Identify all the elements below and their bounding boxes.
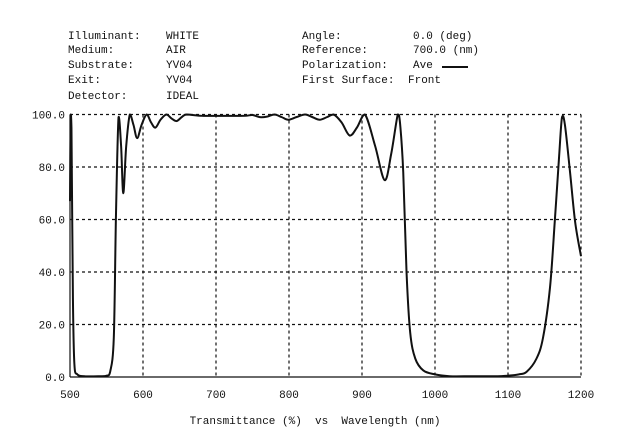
header-label: Illuminant: [68,31,141,43]
header-label: First Surface: [302,75,395,87]
y-tick-label: 80.0 [39,163,65,175]
x-tick-label: 800 [279,390,299,402]
header-label: Polarization: [302,60,388,72]
header-value: WHITE [166,31,200,43]
header-value: Front [408,75,442,87]
series-line-ave [69,113,582,378]
header-value: YV04 [166,60,193,72]
header-label: Angle: [302,31,342,43]
y-tick-label: 0.0 [45,373,65,385]
header-value: Ave [413,60,433,72]
header-label: Exit: [68,75,102,87]
x-tick-label: 500 [60,390,80,402]
chart-title: Transmittance (%) vs Wavelength (nm) [190,416,441,428]
header-value: YV04 [166,75,193,87]
y-tick-label: 100.0 [32,111,65,123]
header-value: 700.0 (nm) [413,45,480,57]
x-tick-label: 1000 [422,390,448,402]
header-label: Detector: [68,91,128,103]
header-label: Medium: [68,45,115,57]
y-tick-label: 40.0 [39,268,65,280]
x-tick-label: 1100 [495,390,521,402]
y-tick-label: 20.0 [39,321,65,333]
x-tick-label: 600 [133,390,153,402]
header-value: AIR [166,45,186,57]
header-value: 0.0 (deg) [413,31,473,43]
x-tick-label: 700 [206,390,226,402]
grid [69,113,582,378]
header-label: Reference: [302,45,369,57]
x-tick-label: 1200 [568,390,594,402]
tick-labels: 500 600 700 800 900 1000 1100 1200 0.0 20.0 40.0 60… [32,111,594,403]
x-tick-label: 900 [352,390,372,402]
header-value: IDEAL [166,91,200,103]
legend-line-swatch [442,66,468,68]
header-label: Substrate: [68,60,135,72]
y-tick-label: 60.0 [39,216,65,228]
